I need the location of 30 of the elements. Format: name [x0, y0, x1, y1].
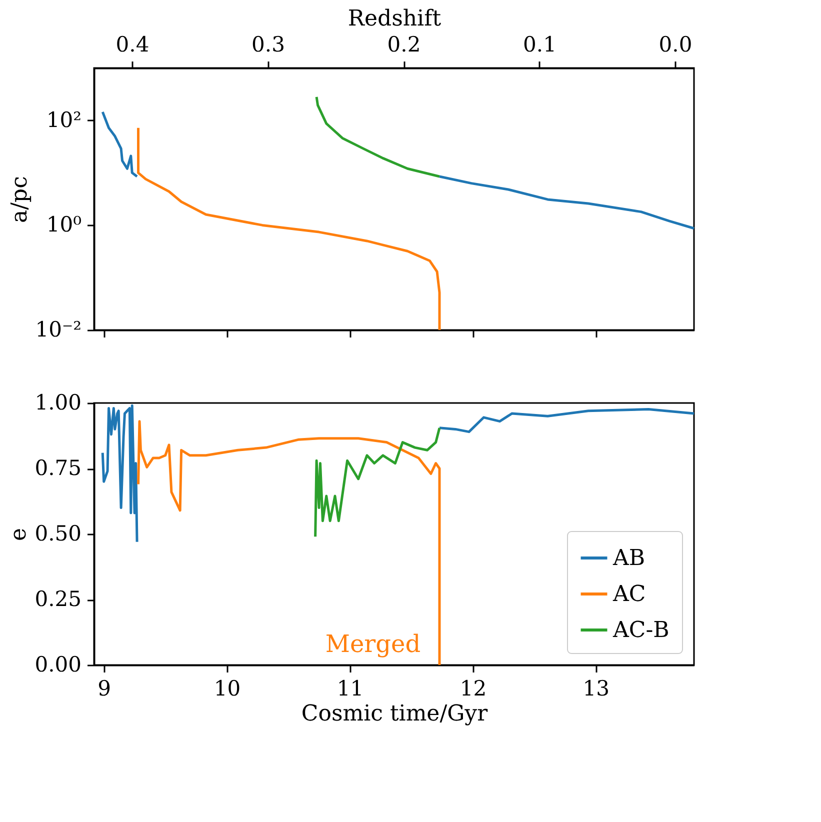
y-tick-label: 0.50 [34, 522, 82, 546]
x-tick-label: 9 [98, 676, 112, 700]
legend-label: AC-B [612, 618, 670, 643]
y-axis-title: e [6, 528, 32, 542]
y-axis-title: a/pc [7, 176, 32, 223]
x-tick-label: 12 [460, 676, 487, 700]
x-tick-label: 10 [214, 676, 241, 700]
annotation: Merged [325, 630, 421, 658]
y-tick-label: 0.75 [34, 456, 82, 480]
line-series [314, 426, 441, 538]
line-series [137, 420, 441, 666]
y-tick-label: 10⁰ [46, 212, 82, 237]
line-series [315, 96, 441, 178]
line-series [137, 126, 441, 332]
x-axis-title: Cosmic time/Gyr [301, 702, 488, 726]
legend-label: AC [612, 582, 646, 607]
y-tick-label: 10⁻² [35, 318, 82, 342]
legend-label: AB [612, 546, 646, 571]
x2-tick-label: 0.4 [116, 32, 150, 56]
x2-tick-label: 0.1 [523, 32, 556, 56]
y-tick-label: 0.00 [34, 652, 82, 676]
x-tick-label: 11 [336, 676, 364, 700]
x2-tick-label: 0.3 [252, 32, 285, 56]
x2-axis-title: Redshift [348, 6, 442, 32]
y-tick-label: 1.00 [34, 390, 82, 414]
y-tick-label: 10² [46, 108, 82, 132]
x2-tick-label: 0.0 [658, 32, 692, 56]
x-tick-label: 13 [582, 676, 610, 700]
y-tick-label: 0.25 [34, 587, 82, 611]
x2-tick-label: 0.2 [387, 32, 421, 56]
